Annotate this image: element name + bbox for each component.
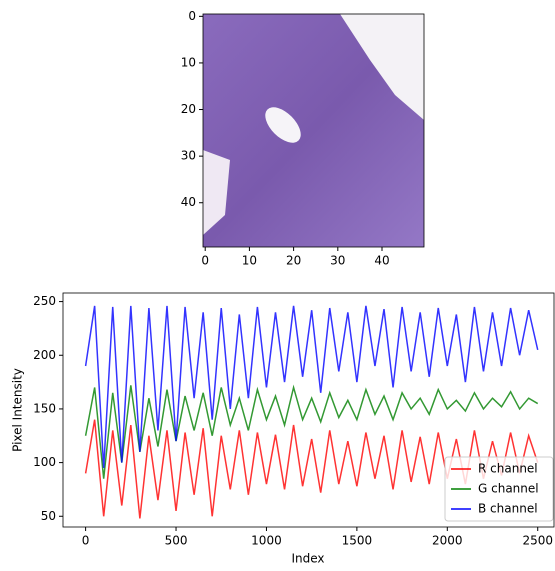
plot-frame xyxy=(62,292,555,528)
x-tick-label: 2500 xyxy=(522,534,553,548)
x-tick-label: 10 xyxy=(242,254,257,268)
x-tick-label: 40 xyxy=(374,254,389,268)
y-tick-label: 250 xyxy=(33,294,56,308)
line-series xyxy=(84,305,539,469)
image-frame xyxy=(202,13,425,248)
y-tick-label: 200 xyxy=(33,348,56,362)
legend-box xyxy=(444,456,554,522)
y-tick-label: 30 xyxy=(181,149,196,163)
x-tick-label: 30 xyxy=(330,254,345,268)
legend-label: R channel xyxy=(478,462,538,476)
x-tick-label: 1500 xyxy=(342,534,373,548)
x-tick-label: 1000 xyxy=(251,534,282,548)
x-tick-label: 20 xyxy=(286,254,301,268)
image xyxy=(203,14,424,247)
y-tick-label: 50 xyxy=(41,509,56,523)
x-tick-label: 2000 xyxy=(432,534,463,548)
legend-label: G channel xyxy=(478,482,539,496)
y-tick-label: 20 xyxy=(181,102,196,116)
y-tick-label: 0 xyxy=(188,9,196,23)
y-tick-label: 100 xyxy=(33,455,56,469)
x-axis-label: Index xyxy=(291,552,324,566)
x-tick-label: 500 xyxy=(165,534,188,548)
x-tick-label: 0 xyxy=(201,254,209,268)
y-tick-label: 10 xyxy=(181,55,196,69)
y-tick-label: 150 xyxy=(33,401,56,415)
y-axis-label: Pixel Intensity xyxy=(11,368,25,452)
line-series xyxy=(84,384,539,479)
legend-label: B channel xyxy=(478,502,538,516)
y-tick-label: 40 xyxy=(181,195,196,209)
x-tick-label: 0 xyxy=(82,534,90,548)
